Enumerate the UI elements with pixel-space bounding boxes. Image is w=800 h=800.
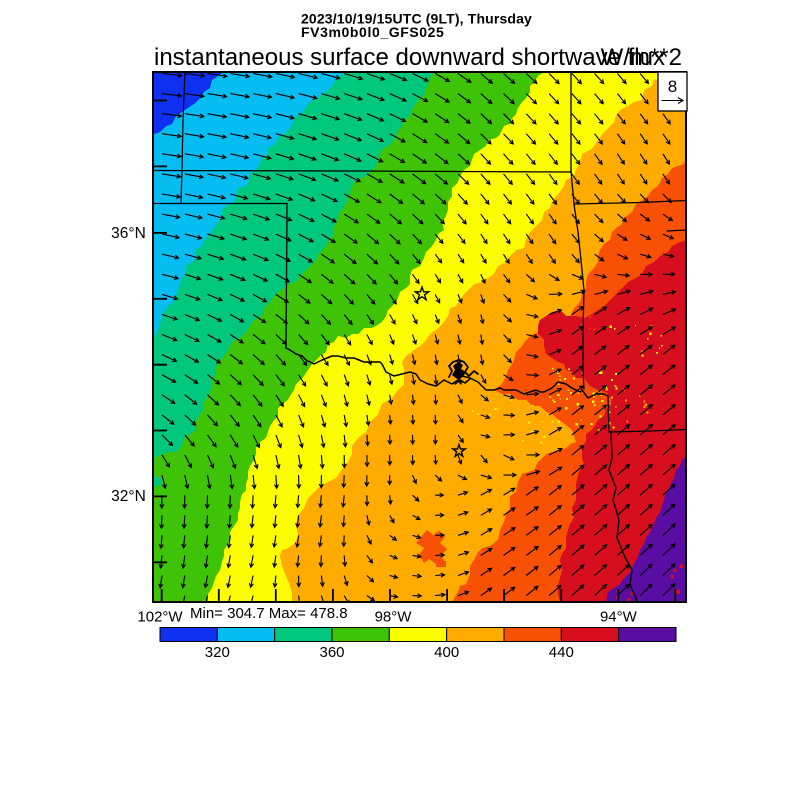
svg-text:2023/10/19/15UTC (9LT), Thursd: 2023/10/19/15UTC (9LT), Thursday — [301, 11, 532, 27]
svg-text:W/m**2: W/m**2 — [601, 44, 682, 71]
svg-text:102°W: 102°W — [137, 609, 183, 626]
svg-text:instantaneous surface downward: instantaneous surface downward shortwave… — [154, 44, 665, 71]
svg-text:36°N: 36°N — [111, 225, 146, 242]
svg-text:8: 8 — [668, 77, 677, 96]
svg-text:320: 320 — [205, 644, 230, 661]
svg-text:360: 360 — [319, 644, 344, 661]
svg-text:Min= 304.7 Max= 478.8: Min= 304.7 Max= 478.8 — [190, 605, 348, 622]
svg-text:400: 400 — [434, 644, 459, 661]
svg-text:32°N: 32°N — [111, 488, 146, 505]
svg-text:98°W: 98°W — [375, 609, 413, 626]
svg-text:94°W: 94°W — [600, 609, 638, 626]
svg-text:440: 440 — [549, 644, 574, 661]
svg-text:FV3m0b0l0_GFS025: FV3m0b0l0_GFS025 — [301, 24, 444, 40]
